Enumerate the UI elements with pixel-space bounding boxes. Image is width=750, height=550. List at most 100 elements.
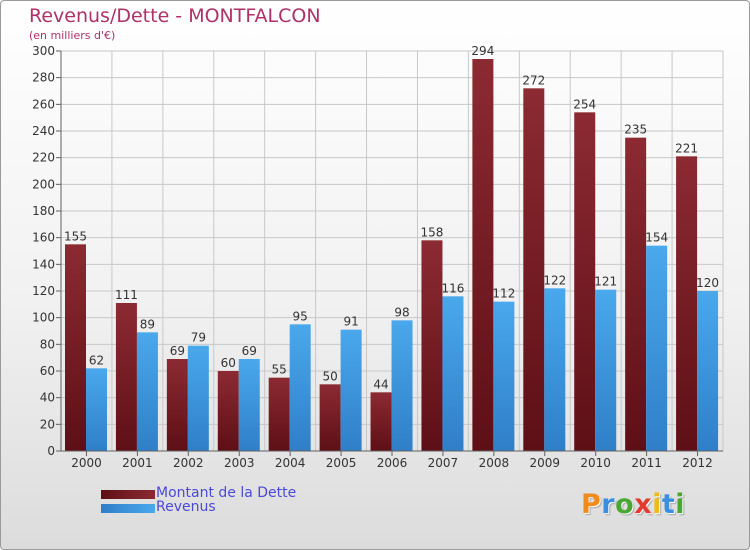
revenue-bar <box>442 296 464 451</box>
bar-value-label: 44 <box>373 377 388 391</box>
bar-value-label: 79 <box>191 331 206 345</box>
revenue-bar <box>136 332 158 451</box>
logo-letter: x <box>634 489 653 520</box>
revenue-bar <box>187 345 209 451</box>
legend-swatch-debt <box>101 490 155 499</box>
axis-layer: 0 20 40 60 80 100 120 140 160 180 200 220 240 260 280 3… <box>32 44 723 470</box>
legend-swatch-revenue <box>101 504 155 513</box>
logo-letter: o <box>615 489 635 520</box>
x-tick-label: 2006 <box>377 456 408 470</box>
revenue-bar <box>697 291 719 451</box>
chart-unit-note: (en milliers d'€) <box>29 29 116 42</box>
y-tick-label: 260 <box>32 97 55 111</box>
x-tick-label: 2011 <box>631 456 662 470</box>
bars-layer <box>65 59 719 452</box>
debt-bar <box>319 384 341 451</box>
x-tick-label: 2001 <box>122 456 153 470</box>
bar-value-label: 155 <box>64 229 87 243</box>
debt-bar <box>676 156 698 452</box>
bar-value-label: 89 <box>140 317 155 331</box>
bar-value-label: 154 <box>645 231 668 245</box>
bar-value-label: 122 <box>543 273 566 287</box>
debt-bar <box>268 377 290 451</box>
bar-value-label: 121 <box>594 275 617 289</box>
x-tick-label: 2003 <box>224 456 255 470</box>
y-tick-label: 40 <box>40 391 55 405</box>
labels-layer: 155 62 111 89 69 79 60 69 55 95 50 91 44 98 158 116 294 1… <box>64 44 719 391</box>
bar-value-label: 69 <box>170 344 185 358</box>
revenue-bar <box>391 320 413 451</box>
x-tick-label: 2004 <box>275 456 306 470</box>
bar-value-label: 254 <box>573 97 596 111</box>
y-tick-label: 140 <box>32 257 55 271</box>
x-tick-label: 2008 <box>479 456 510 470</box>
y-tick-label: 0 <box>47 444 55 458</box>
x-tick-label: 2010 <box>580 456 611 470</box>
bar-value-label: 50 <box>322 369 337 383</box>
bar-value-label: 95 <box>293 309 308 323</box>
bar-value-label: 120 <box>696 276 719 290</box>
y-tick-label: 80 <box>40 337 55 351</box>
debt-bar <box>370 392 392 451</box>
bar-value-label: 91 <box>343 315 358 329</box>
y-tick-label: 120 <box>32 284 55 298</box>
logo-letter: r <box>601 489 616 520</box>
legend-label-debt: Montant de la Dette <box>156 485 297 501</box>
x-tick-label: 2009 <box>529 456 560 470</box>
y-tick-label: 160 <box>32 231 55 245</box>
y-tick-label: 60 <box>40 364 55 378</box>
debt-bar <box>166 359 188 451</box>
revenue-bar <box>340 329 362 451</box>
revenue-bar <box>289 324 311 451</box>
y-tick-label: 240 <box>32 124 55 138</box>
y-tick-label: 100 <box>32 311 55 325</box>
y-tick-label: 200 <box>32 177 55 191</box>
bar-value-label: 235 <box>624 123 647 137</box>
bar-value-label: 116 <box>442 281 465 295</box>
x-tick-label: 2012 <box>682 456 713 470</box>
revenue-bar <box>544 288 566 451</box>
bar-value-label: 69 <box>242 344 257 358</box>
revenue-bar <box>238 359 260 451</box>
bar-value-label: 55 <box>272 363 287 377</box>
logo-letter: t <box>661 489 676 520</box>
x-tick-label: 2000 <box>71 456 102 470</box>
y-tick-label: 180 <box>32 204 55 218</box>
revenue-bar <box>493 301 515 451</box>
revenue-bar <box>646 245 668 451</box>
bar-value-label: 111 <box>115 288 138 302</box>
chart-title: Revenus/Dette - MONTFALCON <box>29 5 321 27</box>
logo-letter: P <box>581 489 602 520</box>
logo-letter: i <box>675 489 686 520</box>
legend-label-revenue: Revenus <box>156 499 216 515</box>
x-tick-label: 2007 <box>428 456 459 470</box>
y-tick-label: 280 <box>32 71 55 85</box>
debt-bar <box>65 244 86 451</box>
bar-value-label: 294 <box>471 44 494 58</box>
revenue-bar <box>86 368 107 451</box>
bar-value-label: 221 <box>675 141 698 155</box>
bar-value-label: 60 <box>221 356 236 370</box>
revenue-bar <box>595 289 617 451</box>
debt-bar <box>472 59 494 451</box>
debt-bar <box>421 240 443 451</box>
y-tick-label: 300 <box>32 44 55 58</box>
x-tick-label: 2002 <box>173 456 204 470</box>
y-tick-label: 220 <box>32 151 55 165</box>
debt-bar <box>523 88 545 451</box>
x-tick-label: 2005 <box>326 456 357 470</box>
bar-value-label: 112 <box>492 287 515 301</box>
bar-value-label: 158 <box>421 225 444 239</box>
bar-value-label: 272 <box>522 73 545 87</box>
debt-bar <box>574 112 596 451</box>
debt-bar <box>625 137 647 451</box>
debt-bar <box>217 371 239 451</box>
y-tick-label: 20 <box>40 417 55 431</box>
bar-value-label: 62 <box>89 353 104 367</box>
logo-letter: i <box>652 489 662 520</box>
debt-bar <box>115 303 137 451</box>
bar-value-label: 98 <box>394 305 409 319</box>
proxiti-logo: Proxiti <box>581 489 685 520</box>
